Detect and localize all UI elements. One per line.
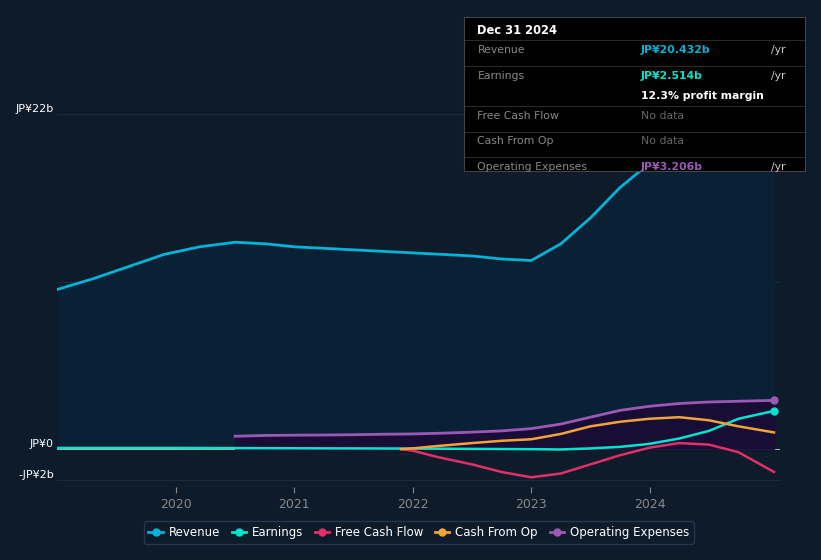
Text: Revenue: Revenue [478,45,525,54]
Text: Operating Expenses: Operating Expenses [478,161,588,171]
Text: -JP¥2b: -JP¥2b [18,470,54,479]
Text: Cash From Op: Cash From Op [478,136,554,146]
Text: /yr: /yr [770,45,785,54]
Text: No data: No data [641,136,684,146]
Text: No data: No data [641,111,684,121]
Text: Dec 31 2024: Dec 31 2024 [478,24,557,37]
Text: JP¥22b: JP¥22b [16,104,54,114]
Text: JP¥20.432b: JP¥20.432b [641,45,711,54]
Text: Free Cash Flow: Free Cash Flow [478,111,559,121]
Text: /yr: /yr [770,161,785,171]
Text: 12.3% profit margin: 12.3% profit margin [641,91,764,101]
Text: Earnings: Earnings [478,71,525,81]
Text: /yr: /yr [770,71,785,81]
Legend: Revenue, Earnings, Free Cash Flow, Cash From Op, Operating Expenses: Revenue, Earnings, Free Cash Flow, Cash … [144,521,694,544]
Text: JP¥0: JP¥0 [30,439,54,449]
Text: JP¥3.206b: JP¥3.206b [641,161,703,171]
Text: JP¥2.514b: JP¥2.514b [641,71,703,81]
